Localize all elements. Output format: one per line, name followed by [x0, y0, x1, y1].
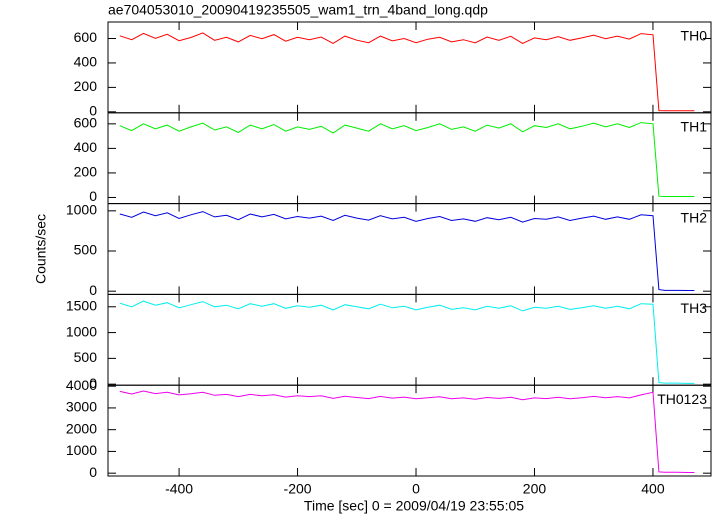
- panel-frame: [107, 384, 712, 477]
- data-line: [119, 122, 695, 197]
- y-tick-label: 1000: [66, 442, 97, 458]
- chart-title: ae704053010_20090419235505_wam1_trn_4ban…: [108, 2, 488, 18]
- panel-frame: [107, 112, 712, 205]
- y-tick-label: 600: [74, 115, 98, 131]
- y-tick-label: 400: [74, 139, 98, 155]
- y-tick-label: 200: [74, 164, 98, 180]
- y-tick-label: 4000: [66, 377, 97, 393]
- y-tick-label: 1000: [66, 202, 97, 218]
- y-tick-label: 0: [89, 464, 97, 480]
- x-axis-label: Time [sec] 0 = 2009/04/19 23:55:05: [304, 498, 524, 514]
- panel-label: TH0123: [657, 391, 707, 407]
- y-tick-label: 0: [89, 103, 97, 119]
- panel-frame: [107, 21, 712, 114]
- y-tick-label: 0: [89, 188, 97, 204]
- x-tick-label: 400: [641, 481, 665, 497]
- panel-label: TH2: [681, 209, 708, 225]
- data-line: [119, 211, 695, 291]
- panel-label: TH0: [681, 28, 708, 44]
- y-tick-label: 500: [74, 242, 98, 258]
- x-tick-label: -200: [284, 481, 312, 497]
- data-line: [119, 32, 695, 112]
- y-tick-label: 0: [89, 375, 97, 391]
- y-tick-label: 1000: [66, 323, 97, 339]
- data-line: [119, 300, 695, 384]
- y-tick-label: 200: [74, 78, 98, 94]
- y-tick-label: 0: [89, 282, 97, 298]
- y-tick-label: 400: [74, 54, 98, 70]
- data-line: [119, 390, 695, 473]
- y-tick-label: 600: [74, 29, 98, 45]
- y-axis-label: Counts/sec: [33, 214, 49, 284]
- y-tick-label: 2000: [66, 420, 97, 436]
- panel-label: TH3: [681, 300, 708, 316]
- x-tick-label: -400: [165, 481, 193, 497]
- y-tick-label: 500: [74, 349, 98, 365]
- x-tick-label: 0: [412, 481, 420, 497]
- y-tick-label: 3000: [66, 399, 97, 415]
- panel-label: TH1: [681, 119, 708, 135]
- y-tick-label: 1500: [66, 297, 97, 313]
- x-tick-label: 200: [523, 481, 547, 497]
